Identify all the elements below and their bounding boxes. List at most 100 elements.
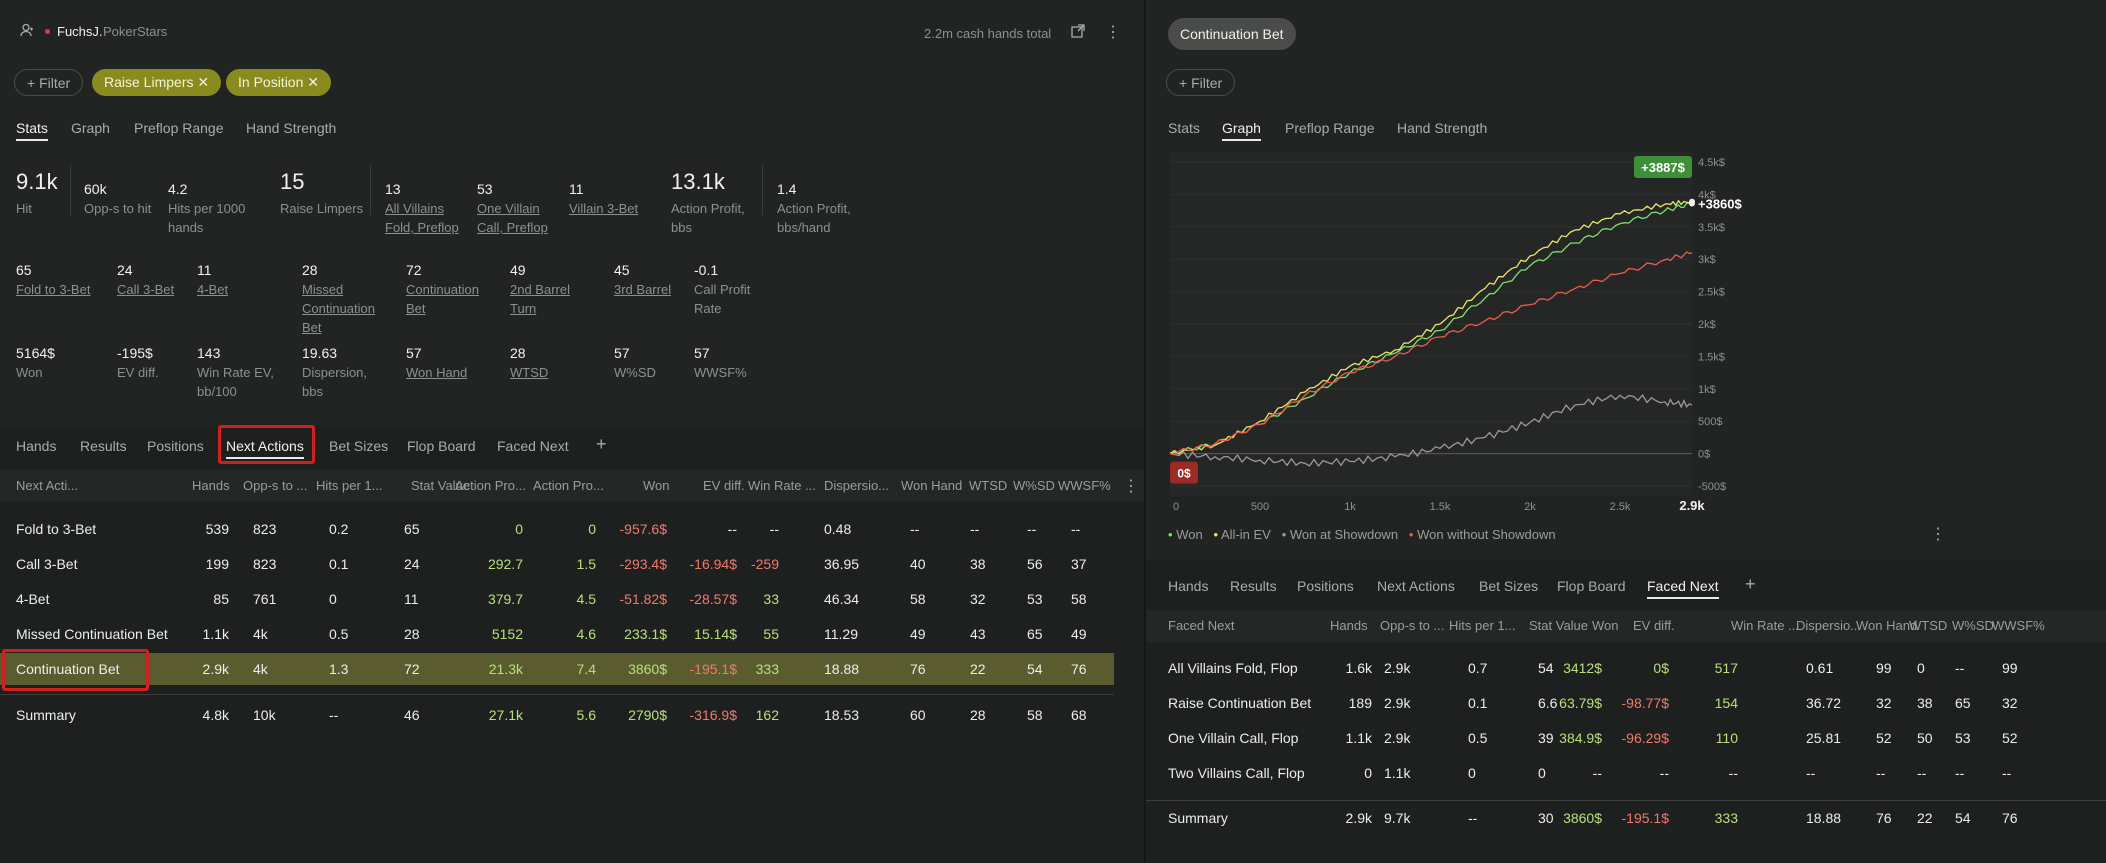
stat-link[interactable]: One Villain: [477, 201, 540, 216]
subtab-bet-sizes[interactable]: Bet Sizes: [1479, 578, 1539, 594]
column-header[interactable]: Hands: [1330, 618, 1368, 633]
column-header[interactable]: Dispersio...: [1796, 618, 1862, 633]
subtab-results[interactable]: Results: [80, 438, 127, 454]
column-header[interactable]: Win Rate ...: [1731, 618, 1799, 633]
column-header[interactable]: WTSD: [1909, 618, 1948, 633]
add-tab-icon[interactable]: +: [1745, 574, 1756, 594]
table-cell: 32: [2002, 695, 2018, 711]
column-header[interactable]: EV diff.: [703, 478, 745, 493]
table-cell: 50: [1917, 730, 1933, 746]
legend-item-allin-ev[interactable]: • All-in EV: [1213, 527, 1271, 542]
stat-link[interactable]: Fold to 3-Bet: [16, 282, 91, 297]
stat-link[interactable]: Turn: [510, 301, 537, 316]
tab-preflop-range[interactable]: Preflop Range: [134, 120, 224, 136]
table-cell: -259: [750, 556, 779, 572]
column-header[interactable]: WTSD: [969, 478, 1008, 493]
column-header[interactable]: Opp-s to ...: [243, 478, 308, 493]
column-header[interactable]: Hits per 1...: [1449, 618, 1516, 633]
stat-link[interactable]: Bet: [302, 320, 322, 335]
column-header[interactable]: Stat Value: [411, 478, 471, 493]
profit-chart[interactable]: 4.5k$ 4k$ 3.5k$ 3k$ 2.5k$ 2k$ 1.5k$ 1k$ 500$ 0$ -5…: [1146, 146, 2106, 516]
subtab-next-actions[interactable]: Next Actions: [1377, 578, 1455, 594]
column-header[interactable]: Won Hand: [901, 478, 963, 493]
subtab-bet-sizes[interactable]: Bet Sizes: [329, 438, 389, 454]
legend-item-won-at-showdown[interactable]: • Won at Showdown: [1281, 527, 1399, 542]
subtab-faced-next[interactable]: Faced Next: [1647, 578, 1719, 599]
column-header[interactable]: Win Rate ...: [748, 478, 816, 493]
tab-preflop-range[interactable]: Preflop Range: [1285, 120, 1375, 136]
stat-link[interactable]: Continuation: [406, 282, 479, 297]
stat-link[interactable]: Villain 3-Bet: [569, 201, 639, 216]
filter-button[interactable]: + Filter: [1166, 69, 1236, 96]
tab-stats[interactable]: Stats: [16, 120, 48, 141]
tab-graph[interactable]: Graph: [71, 120, 110, 136]
stat-link[interactable]: 2nd Barrel: [510, 282, 570, 297]
column-header[interactable]: Won: [1592, 618, 1619, 633]
column-header[interactable]: Action Pro...: [455, 478, 526, 493]
subtab-results[interactable]: Results: [1230, 578, 1277, 594]
stat-link[interactable]: WTSD: [510, 365, 549, 380]
column-header[interactable]: WWSF%: [1992, 618, 2045, 633]
panel-divider[interactable]: [1144, 0, 1146, 863]
tab-hand-strength[interactable]: Hand Strength: [1397, 120, 1488, 136]
column-header[interactable]: Hits per 1...: [316, 478, 383, 493]
subtab-hands[interactable]: Hands: [16, 438, 57, 454]
close-icon[interactable]: ✕: [307, 74, 319, 90]
stat-link[interactable]: Call 3-Bet: [117, 282, 175, 297]
highlight-box: [2, 649, 149, 691]
subtab-hands[interactable]: Hands: [1168, 578, 1209, 594]
subtab-positions[interactable]: Positions: [147, 438, 204, 454]
series-line-all-in-ev[interactable]: [1169, 199, 1693, 455]
stat-link[interactable]: All Villains: [385, 201, 445, 216]
more-vertical-icon[interactable]: ⋮: [1123, 478, 1139, 495]
chip-in-position[interactable]: In Position ✕: [226, 69, 331, 96]
popout-icon[interactable]: [1071, 24, 1085, 41]
tab-hand-strength[interactable]: Hand Strength: [246, 120, 337, 136]
stat-link[interactable]: 4-Bet: [197, 282, 229, 297]
stat-link[interactable]: 3rd Barrel: [614, 282, 672, 297]
column-header[interactable]: W%SD: [1013, 478, 1055, 493]
column-header[interactable]: Action Pro...: [533, 478, 604, 493]
subtab-flop-board[interactable]: Flop Board: [407, 438, 476, 454]
close-icon[interactable]: ✕: [197, 74, 210, 90]
stat-label: Hit: [16, 201, 32, 216]
more-vertical-icon[interactable]: ⋮: [1105, 24, 1121, 41]
stat-link[interactable]: Fold, Preflop: [385, 220, 459, 235]
chip-raise-limpers[interactable]: Raise Limpers ✕: [92, 69, 222, 96]
series-line-won-at-showdown[interactable]: [1169, 393, 1693, 467]
column-header[interactable]: Next Acti...: [16, 478, 79, 493]
stat-link[interactable]: Won Hand: [406, 365, 468, 380]
stat-link[interactable]: Bet: [406, 301, 426, 316]
subtab-next-actions[interactable]: Next Actions: [226, 438, 304, 459]
column-header[interactable]: EV diff.: [1633, 618, 1675, 633]
legend-item-won-without-showdown[interactable]: • Won without Showdown: [1408, 527, 1556, 542]
subtab-faced-next[interactable]: Faced Next: [497, 438, 569, 454]
tab-stats[interactable]: Stats: [1168, 120, 1200, 136]
table-cell: 233.1$: [624, 626, 667, 642]
filter-button[interactable]: + Filter: [14, 69, 84, 96]
stat-link[interactable]: Call, Preflop: [477, 220, 548, 235]
column-header[interactable]: Stat Value: [1529, 618, 1589, 633]
series-line-won-without-showdown[interactable]: [1169, 251, 1693, 456]
column-header[interactable]: Opp-s to ...: [1380, 618, 1445, 633]
stat-divider: [762, 165, 763, 215]
column-header[interactable]: WWSF%: [1058, 478, 1111, 493]
column-header[interactable]: Won: [643, 478, 670, 493]
column-header[interactable]: Faced Next: [1168, 618, 1235, 633]
column-header[interactable]: Dispersio...: [824, 478, 890, 493]
tab-graph[interactable]: Graph: [1222, 120, 1261, 141]
stat-link[interactable]: Continuation: [302, 301, 375, 316]
table-cell: 39: [1538, 730, 1554, 746]
more-vertical-icon[interactable]: ⋮: [1930, 526, 1946, 543]
legend-item-won[interactable]: • Won: [1168, 527, 1203, 542]
title-chip[interactable]: Continuation Bet: [1168, 18, 1296, 50]
subtab-positions[interactable]: Positions: [1297, 578, 1354, 594]
column-header[interactable]: Won Hand: [1856, 618, 1918, 633]
user-icon[interactable]: [20, 23, 34, 40]
subtab-flop-board[interactable]: Flop Board: [1557, 578, 1626, 594]
column-header[interactable]: W%SD: [1952, 618, 1994, 633]
table-cell: 22: [970, 661, 986, 677]
column-header[interactable]: Hands: [192, 478, 230, 493]
add-tab-icon[interactable]: +: [596, 434, 607, 454]
stat-link[interactable]: Missed: [302, 282, 344, 297]
